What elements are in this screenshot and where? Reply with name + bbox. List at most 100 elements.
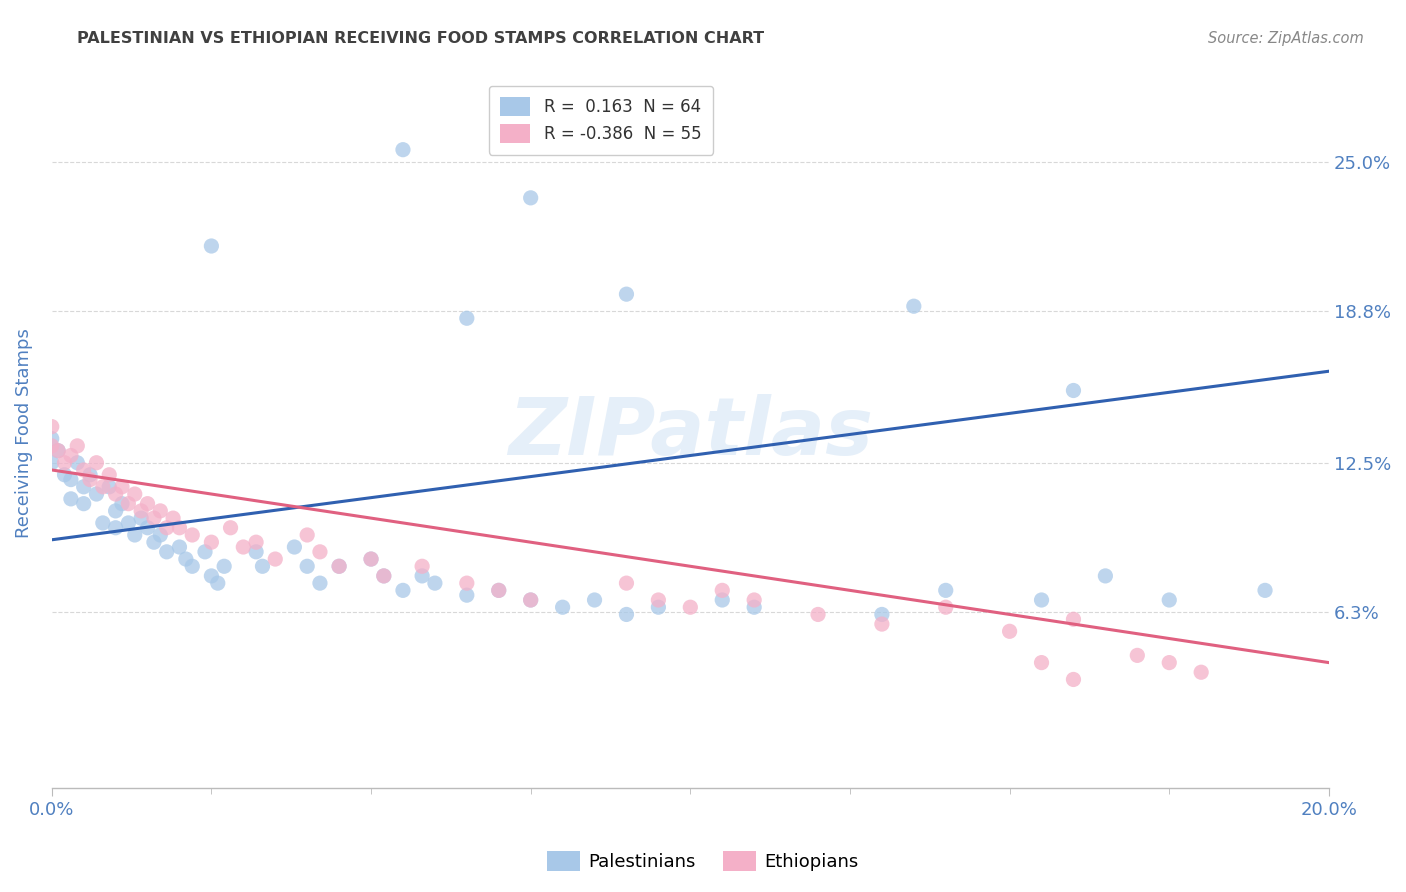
Point [194, 545, 217, 559]
Point [742, 600, 765, 615]
Point [309, 576, 332, 591]
Point [46, 443, 69, 458]
Point [41, 439, 63, 453]
Point [647, 593, 669, 607]
Point [91, 516, 114, 530]
Point [136, 497, 159, 511]
Point [181, 528, 204, 542]
Point [1062, 384, 1084, 398]
Point [66, 439, 89, 453]
Point [373, 569, 395, 583]
Point [162, 511, 184, 525]
Point [488, 583, 510, 598]
Point [456, 311, 478, 326]
Point [104, 487, 127, 501]
Point [73, 497, 96, 511]
Point [200, 535, 222, 549]
Legend: Palestinians, Ethiopians: Palestinians, Ethiopians [540, 844, 866, 879]
Point [79, 467, 101, 482]
Point [583, 593, 606, 607]
Point [295, 528, 318, 542]
Point [53, 456, 76, 470]
Text: Source: ZipAtlas.com: Source: ZipAtlas.com [1208, 31, 1364, 46]
Point [1062, 612, 1084, 626]
Point [98, 480, 121, 494]
Point [1189, 665, 1212, 680]
Point [174, 552, 197, 566]
Point [309, 545, 332, 559]
Point [1159, 593, 1181, 607]
Point [360, 552, 382, 566]
Point [59, 473, 82, 487]
Point [59, 491, 82, 506]
Point [111, 480, 134, 494]
Point [1031, 593, 1053, 607]
Y-axis label: Receiving Food Stamps: Receiving Food Stamps [15, 327, 32, 538]
Point [647, 600, 669, 615]
Point [360, 552, 382, 566]
Point [264, 552, 287, 566]
Point [136, 521, 159, 535]
Point [91, 480, 114, 494]
Point [456, 576, 478, 591]
Point [679, 600, 702, 615]
Point [142, 535, 165, 549]
Point [41, 432, 63, 446]
Point [870, 607, 893, 622]
Point [1094, 569, 1116, 583]
Point [1126, 648, 1149, 663]
Point [219, 521, 242, 535]
Text: PALESTINIAN VS ETHIOPIAN RECEIVING FOOD STAMPS CORRELATION CHART: PALESTINIAN VS ETHIOPIAN RECEIVING FOOD … [77, 31, 765, 46]
Point [41, 419, 63, 434]
Point [73, 480, 96, 494]
Point [245, 545, 267, 559]
Point [200, 239, 222, 253]
Point [870, 617, 893, 632]
Point [169, 521, 191, 535]
Point [1031, 656, 1053, 670]
Point [456, 588, 478, 602]
Point [373, 569, 395, 583]
Point [551, 600, 574, 615]
Point [807, 607, 830, 622]
Point [66, 456, 89, 470]
Point [59, 449, 82, 463]
Point [181, 559, 204, 574]
Point [616, 576, 638, 591]
Point [245, 535, 267, 549]
Point [616, 607, 638, 622]
Point [392, 583, 415, 598]
Point [711, 593, 734, 607]
Point [79, 473, 101, 487]
Point [1062, 673, 1084, 687]
Point [149, 528, 172, 542]
Point [1254, 583, 1277, 598]
Point [53, 467, 76, 482]
Point [117, 497, 139, 511]
Point [86, 487, 108, 501]
Point [411, 569, 433, 583]
Point [169, 540, 191, 554]
Point [488, 583, 510, 598]
Point [252, 559, 274, 574]
Point [200, 569, 222, 583]
Text: ZIPatlas: ZIPatlas [508, 393, 873, 472]
Point [935, 583, 957, 598]
Point [41, 456, 63, 470]
Point [328, 559, 350, 574]
Point [142, 511, 165, 525]
Point [392, 143, 415, 157]
Point [111, 497, 134, 511]
Point [519, 593, 541, 607]
Point [212, 559, 235, 574]
Point [283, 540, 305, 554]
Point [519, 191, 541, 205]
Point [129, 511, 152, 525]
Point [98, 467, 121, 482]
Point [935, 600, 957, 615]
Point [117, 516, 139, 530]
Point [711, 583, 734, 598]
Point [129, 504, 152, 518]
Point [328, 559, 350, 574]
Point [104, 521, 127, 535]
